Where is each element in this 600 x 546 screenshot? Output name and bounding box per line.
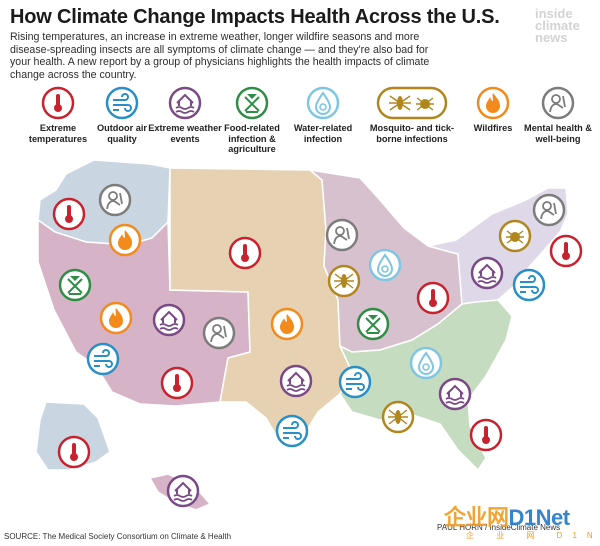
legend-item-extreme-temperatures: Extreme temperatures (20, 86, 96, 144)
flooded-house-icon (470, 256, 504, 290)
legend: Extreme temperatures Outdoor air quality… (0, 86, 600, 166)
thermometer-icon (469, 418, 503, 452)
wind-air-icon (105, 86, 139, 120)
mosquito-icon (381, 400, 415, 434)
inside-climate-news-logo: inside climate news (535, 6, 580, 45)
thermometer-icon (416, 281, 450, 315)
flooded-house-icon (438, 377, 472, 411)
food-tools-icon (235, 86, 269, 120)
flooded-house-icon (168, 86, 202, 120)
flooded-house-icon (279, 364, 313, 398)
head-in-hands-icon (325, 218, 359, 252)
food-tools-icon (356, 307, 390, 341)
source-note: SOURCE: The Medical Society Consortium o… (4, 532, 232, 541)
biohazard-drop-icon (409, 346, 443, 380)
thermometer-icon (228, 236, 262, 270)
head-in-hands-icon (202, 316, 236, 350)
flame-icon (108, 223, 142, 257)
flame-icon (99, 301, 133, 335)
tick-icon (498, 219, 532, 253)
mosquito-tick-icon (376, 86, 448, 120)
head-in-hands-icon (98, 183, 132, 217)
thermometer-icon (41, 86, 75, 120)
legend-item-food-related: Food-related infection & agriculture (214, 86, 290, 155)
food-tools-icon (58, 268, 92, 302)
legend-item-mental-health: Mental health & well-being (520, 86, 596, 144)
flame-icon (270, 307, 304, 341)
wind-air-icon (512, 268, 546, 302)
legend-item-wildfires: Wildfires (455, 86, 531, 134)
legend-item-extreme-weather: Extreme weather events (147, 86, 223, 144)
biohazard-drop-icon (306, 86, 340, 120)
legend-item-water-related: Water-related infection (285, 86, 361, 144)
flooded-house-icon (152, 303, 186, 337)
legend-item-outdoor-air: Outdoor air quality (84, 86, 160, 144)
header: How Climate Change Impacts Health Across… (0, 0, 600, 84)
wind-air-icon (275, 414, 309, 448)
flame-icon (476, 86, 510, 120)
head-in-hands-icon (541, 86, 575, 120)
thermometer-icon (52, 197, 86, 231)
wind-air-icon (338, 365, 372, 399)
page-title: How Climate Change Impacts Health Across… (10, 6, 500, 28)
d1net-watermark-subtitle: 企 业 网 D1Net (466, 531, 600, 540)
intro-text: Rising temperatures, an increase in extr… (10, 31, 430, 81)
d1net-watermark: 企业网D1Net (444, 505, 570, 530)
thermometer-icon (57, 435, 91, 469)
head-in-hands-icon (532, 193, 566, 227)
legend-item-mosquito-tick: Mosquito- and tick-borne infections (369, 86, 455, 144)
wind-air-icon (86, 342, 120, 376)
thermometer-icon (549, 234, 583, 268)
mosquito-icon (327, 264, 361, 298)
biohazard-drop-icon (368, 248, 402, 282)
flooded-house-icon (166, 474, 200, 508)
thermometer-icon (160, 366, 194, 400)
credit-note: PAUL HORN / InsideClimate News (437, 523, 561, 532)
